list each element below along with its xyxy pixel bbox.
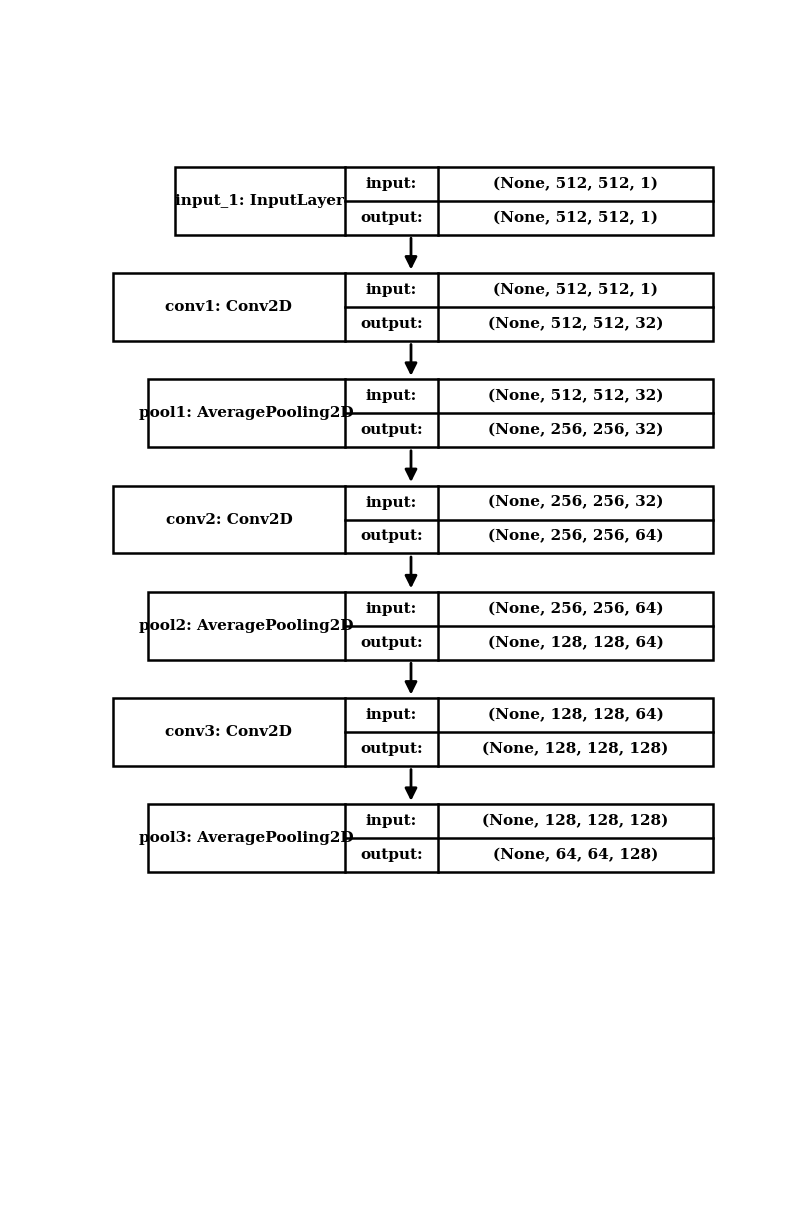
Text: (None, 128, 128, 128): (None, 128, 128, 128) [482, 742, 669, 756]
Text: output:: output: [360, 529, 423, 544]
Text: input:: input: [366, 496, 417, 509]
Text: (None, 256, 256, 64): (None, 256, 256, 64) [488, 601, 663, 616]
Text: (None, 128, 128, 128): (None, 128, 128, 128) [482, 814, 669, 829]
Text: pool2: AveragePooling2D: pool2: AveragePooling2D [139, 619, 354, 632]
Text: (None, 256, 256, 64): (None, 256, 256, 64) [488, 529, 663, 544]
Text: (None, 256, 256, 32): (None, 256, 256, 32) [488, 423, 663, 438]
Text: conv2: Conv2D: conv2: Conv2D [166, 513, 292, 526]
Text: input:: input: [366, 814, 417, 828]
Bar [112, 273, 713, 341]
Bar [112, 699, 713, 766]
Text: output:: output: [360, 636, 423, 649]
Bar [148, 379, 713, 448]
Text: output:: output: [360, 317, 423, 331]
Text: output:: output: [360, 742, 423, 756]
Text: output:: output: [360, 423, 423, 437]
Bar [112, 486, 713, 554]
Text: (None, 512, 512, 1): (None, 512, 512, 1) [493, 210, 659, 225]
Text: output:: output: [360, 210, 423, 225]
Text: (None, 512, 512, 1): (None, 512, 512, 1) [493, 283, 659, 298]
Text: (None, 512, 512, 1): (None, 512, 512, 1) [493, 177, 659, 191]
Text: conv3: Conv2D: conv3: Conv2D [166, 724, 292, 739]
Text: (None, 128, 128, 64): (None, 128, 128, 64) [488, 636, 663, 649]
Text: input_1: InputLayer: input_1: InputLayer [175, 194, 344, 208]
Bar [175, 167, 713, 235]
Bar [148, 804, 713, 872]
Bar [148, 592, 713, 659]
Text: pool1: AveragePooling2D: pool1: AveragePooling2D [139, 406, 354, 421]
Text: input:: input: [366, 283, 417, 298]
Text: (None, 64, 64, 128): (None, 64, 64, 128) [493, 849, 659, 862]
Text: (None, 256, 256, 32): (None, 256, 256, 32) [488, 496, 663, 509]
Text: input:: input: [366, 390, 417, 403]
Text: input:: input: [366, 177, 417, 191]
Text: pool3: AveragePooling2D: pool3: AveragePooling2D [139, 831, 354, 845]
Text: (None, 128, 128, 64): (None, 128, 128, 64) [488, 708, 663, 722]
Text: input:: input: [366, 601, 417, 616]
Text: output:: output: [360, 849, 423, 862]
Text: conv1: Conv2D: conv1: Conv2D [166, 300, 292, 314]
Text: input:: input: [366, 708, 417, 722]
Text: (None, 512, 512, 32): (None, 512, 512, 32) [488, 389, 663, 403]
Text: (None, 512, 512, 32): (None, 512, 512, 32) [488, 317, 663, 331]
